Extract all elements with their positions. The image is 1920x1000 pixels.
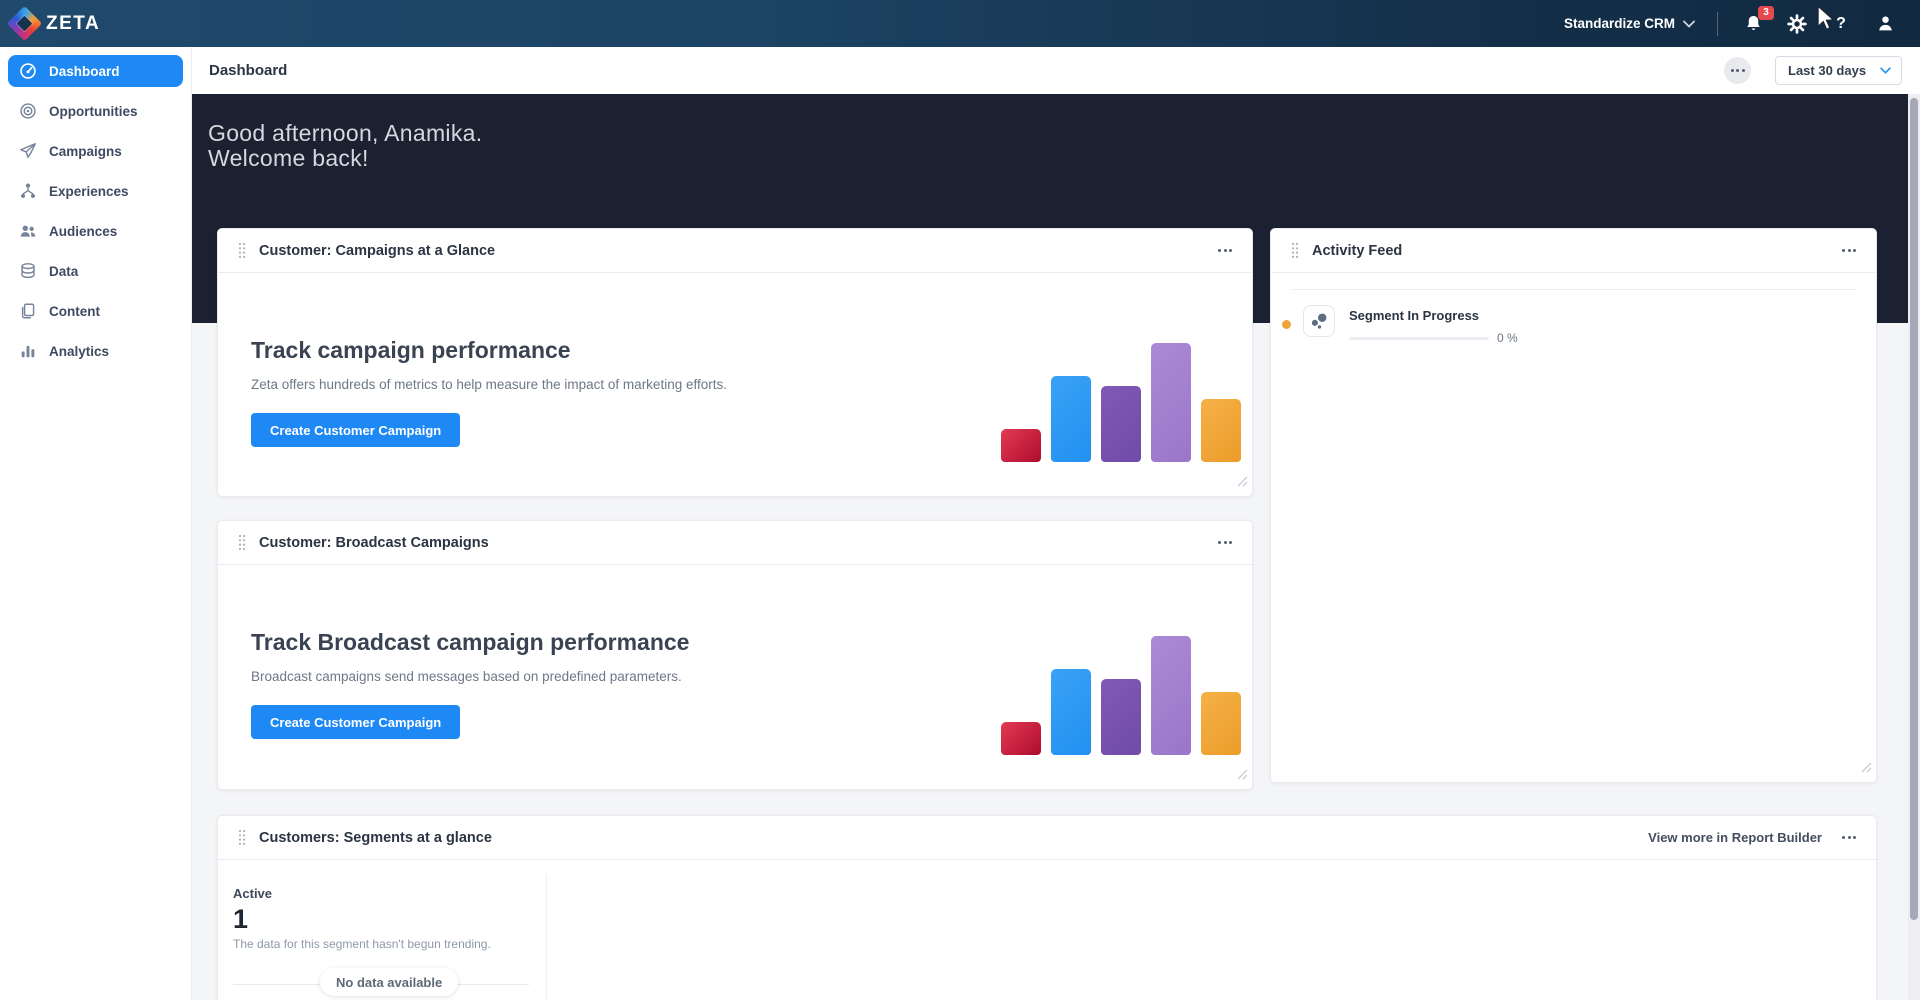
data-icon — [19, 262, 37, 280]
audiences-icon — [19, 222, 37, 240]
metric-column-divider — [546, 874, 547, 1000]
create-customer-campaign-button[interactable]: Create Customer Campaign — [251, 705, 461, 739]
segment-metric-note: The data for this segment hasn't begun t… — [233, 937, 491, 951]
resize-handle-icon[interactable] — [1861, 760, 1872, 778]
purple-bar — [1101, 386, 1141, 462]
campaigns-icon — [19, 142, 37, 160]
drag-handle-icon[interactable] — [238, 829, 246, 846]
greeting: Good afternoon, Anamika. Welcome back! — [208, 121, 482, 171]
drag-handle-icon[interactable] — [238, 534, 246, 551]
no-data-pill: No data available — [320, 968, 459, 996]
activity-item-name: Segment In Progress — [1349, 308, 1480, 323]
resize-handle-icon[interactable] — [1237, 767, 1248, 785]
card-activity-feed: Activity Feed Segment In Progress 0 % — [1270, 228, 1877, 783]
experiences-icon — [19, 182, 37, 200]
sidebar-item-opportunities[interactable]: Opportunities — [8, 95, 183, 127]
help-button[interactable]: ? — [1828, 11, 1854, 37]
card-title: Customers: Segments at a glance — [259, 829, 492, 846]
blue-bar — [1051, 669, 1091, 755]
segment-icon — [1303, 305, 1335, 337]
drag-handle-icon[interactable] — [1291, 242, 1299, 259]
card-title: Customer: Broadcast Campaigns — [259, 534, 489, 551]
top-navbar: ZETA Standardize CRM 3 — [0, 0, 1920, 47]
card-menu-button[interactable] — [1840, 832, 1858, 843]
card-title: Activity Feed — [1312, 242, 1403, 259]
org-selector-label: Standardize CRM — [1563, 16, 1675, 31]
time-range-select[interactable]: Last 30 days — [1775, 56, 1902, 85]
dashboard-content: Good afternoon, Anamika. Welcome back! C… — [192, 94, 1920, 1000]
brand-name: ZETA — [46, 12, 101, 34]
page-header: Dashboard Last 30 days — [192, 47, 1920, 94]
account-button[interactable] — [1872, 11, 1898, 37]
opportunities-icon — [19, 102, 37, 120]
unread-dot — [1282, 320, 1291, 329]
page-title: Dashboard — [209, 62, 288, 79]
purple-bar — [1101, 679, 1141, 755]
card-menu-button[interactable] — [1216, 245, 1234, 256]
card-broadcast-campaigns: Customer: Broadcast Campaigns Track Broa… — [217, 520, 1253, 790]
notifications-button[interactable]: 3 — [1740, 5, 1774, 37]
feed-divider — [1291, 289, 1856, 290]
campaign-bars-illustration — [1001, 340, 1241, 462]
dashboard-icon — [19, 62, 37, 80]
lavender-bar — [1151, 343, 1191, 462]
resize-handle-icon[interactable] — [1237, 474, 1248, 492]
help-icon: ? — [1836, 14, 1846, 32]
greeting-line2: Welcome back! — [208, 145, 369, 171]
notification-badge: 3 — [1758, 5, 1774, 20]
time-range-label: Last 30 days — [1788, 63, 1867, 78]
chevron-down-icon — [1683, 20, 1695, 28]
greeting-line1: Good afternoon, Anamika. — [208, 120, 483, 146]
gear-icon — [1787, 13, 1807, 34]
sidebar-item-data[interactable]: Data — [8, 255, 183, 287]
card-campaigns-glance: Customer: Campaigns at a Glance Track ca… — [217, 228, 1253, 497]
zeta-logo[interactable]: ZETA — [6, 5, 101, 42]
promo-body-text: Zeta offers hundreds of metrics to help … — [251, 377, 727, 392]
card-title: Customer: Campaigns at a Glance — [259, 242, 496, 259]
red-bar — [1001, 722, 1041, 755]
lavender-bar — [1151, 636, 1191, 755]
activity-feed-item[interactable]: Segment In Progress 0 % — [1271, 290, 1876, 361]
topnav-divider — [1717, 11, 1718, 36]
orange-bar — [1201, 692, 1241, 755]
drag-handle-icon[interactable] — [238, 242, 246, 259]
bell-icon — [1746, 15, 1760, 30]
sidebar-item-analytics[interactable]: Analytics — [8, 335, 183, 367]
sidebar-nav: Dashboard Opportunities Campaigns Experi… — [0, 47, 191, 367]
scrollbar[interactable] — [1908, 94, 1920, 1000]
blue-bar — [1051, 376, 1091, 462]
sidebar-item-dashboard[interactable]: Dashboard — [8, 55, 183, 87]
sidebar-item-campaigns[interactable]: Campaigns — [8, 135, 183, 167]
sidebar-item-experiences[interactable]: Experiences — [8, 175, 183, 207]
card-menu-button[interactable] — [1840, 245, 1858, 256]
progress-label: 0 % — [1497, 331, 1518, 345]
campaign-bars-illustration — [1001, 633, 1241, 755]
zeta-logo-icon — [6, 5, 43, 42]
content-icon — [19, 302, 37, 320]
card-menu-button[interactable] — [1216, 537, 1234, 548]
org-selector[interactable]: Standardize CRM — [1564, 16, 1695, 31]
sidebar-item-content[interactable]: Content — [8, 295, 183, 327]
settings-button[interactable] — [1784, 11, 1810, 37]
card-segments-glance: Customers: Segments at a glance View mor… — [217, 815, 1877, 1000]
view-more-report-builder-link[interactable]: View more in Report Builder — [1648, 830, 1822, 845]
promo-heading: Track Broadcast campaign performance — [251, 629, 690, 655]
mouse-cursor — [1817, 5, 1836, 31]
segment-metric-label: Active — [233, 886, 273, 901]
chevron-down-icon — [1880, 67, 1891, 74]
sidebar-item-audiences[interactable]: Audiences — [8, 215, 183, 247]
sidebar: Dashboard Opportunities Campaigns Experi… — [0, 47, 192, 1000]
scrollbar-thumb[interactable] — [1910, 98, 1918, 920]
promo-body-text: Broadcast campaigns send messages based … — [251, 669, 682, 684]
progress-bar — [1349, 336, 1489, 340]
page-options-button[interactable] — [1724, 57, 1751, 84]
user-icon — [1878, 16, 1892, 31]
orange-bar — [1201, 399, 1241, 462]
create-customer-campaign-button[interactable]: Create Customer Campaign — [251, 413, 461, 447]
analytics-icon — [19, 342, 37, 360]
red-bar — [1001, 429, 1041, 462]
promo-heading: Track campaign performance — [251, 337, 571, 363]
segment-metric-value: 1 — [233, 904, 249, 934]
